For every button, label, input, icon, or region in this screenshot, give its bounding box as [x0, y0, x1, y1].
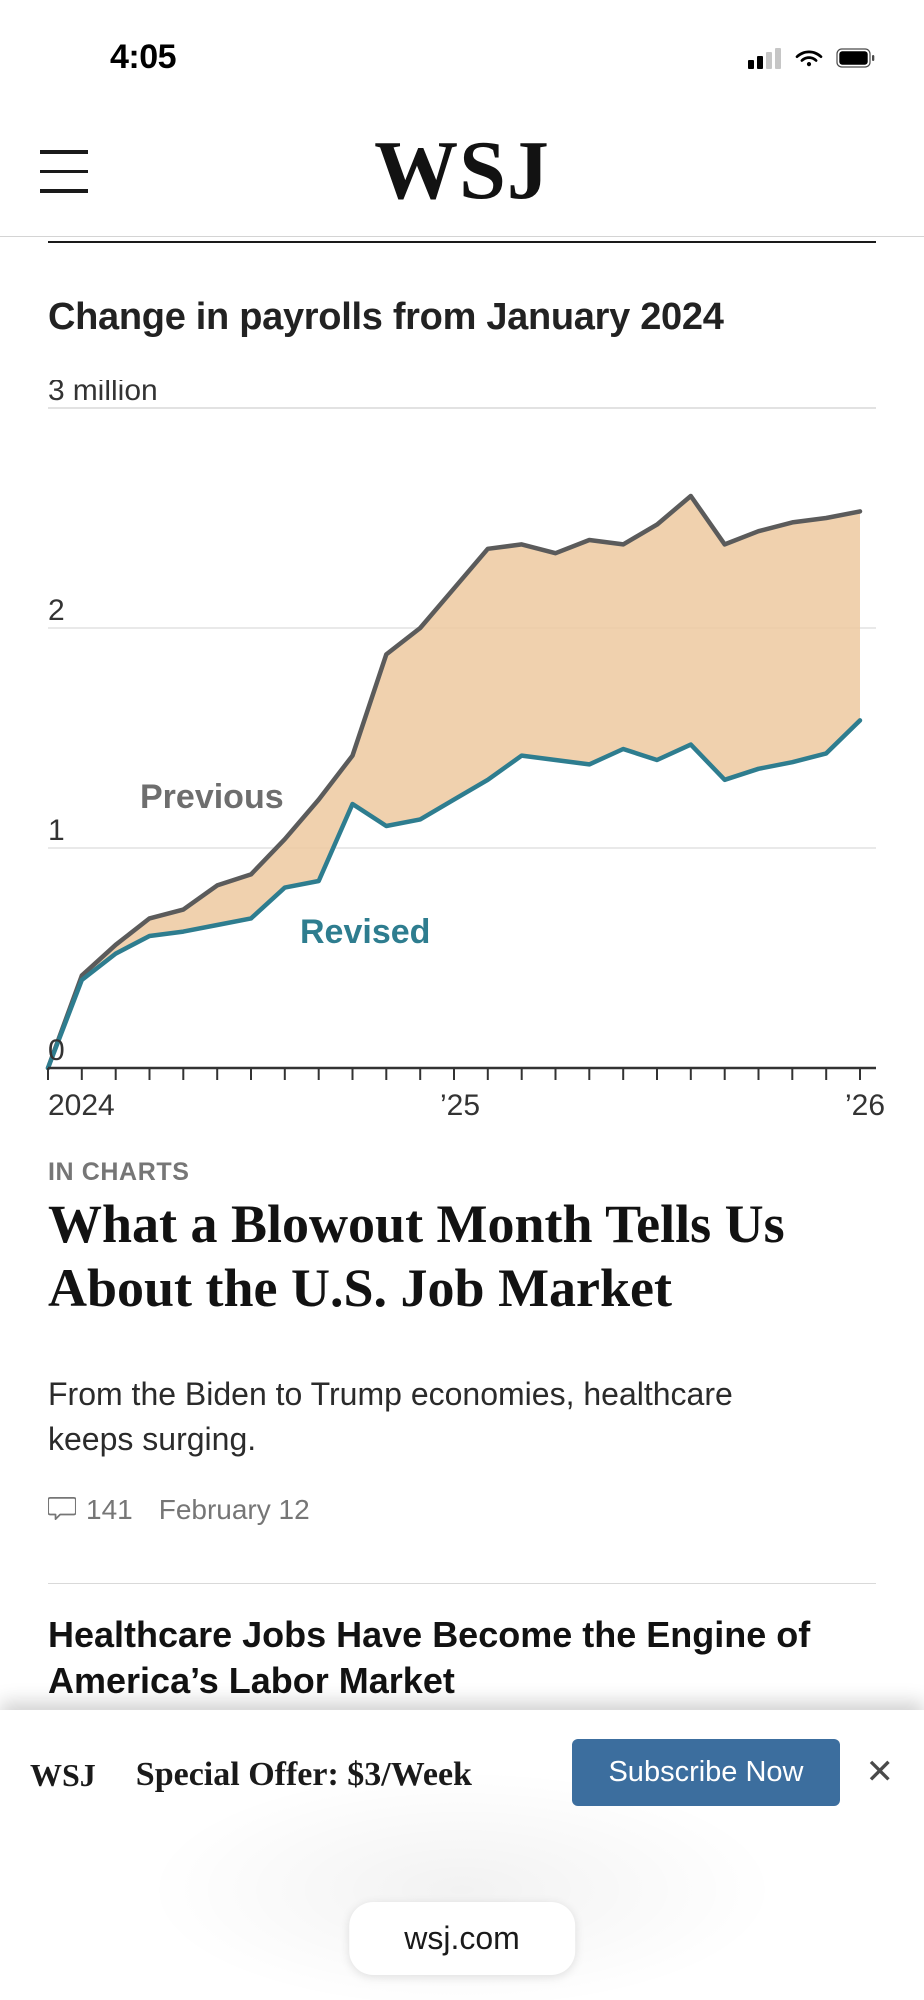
svg-text:2024: 2024	[48, 1089, 115, 1122]
svg-text:0: 0	[48, 1034, 65, 1067]
svg-text:Revised: Revised	[300, 913, 430, 951]
svg-text:’25: ’25	[440, 1089, 480, 1122]
svg-text:Previous: Previous	[140, 778, 284, 816]
svg-text:2: 2	[48, 594, 65, 627]
svg-text:’26: ’26	[845, 1089, 885, 1122]
svg-text:1: 1	[48, 814, 65, 847]
